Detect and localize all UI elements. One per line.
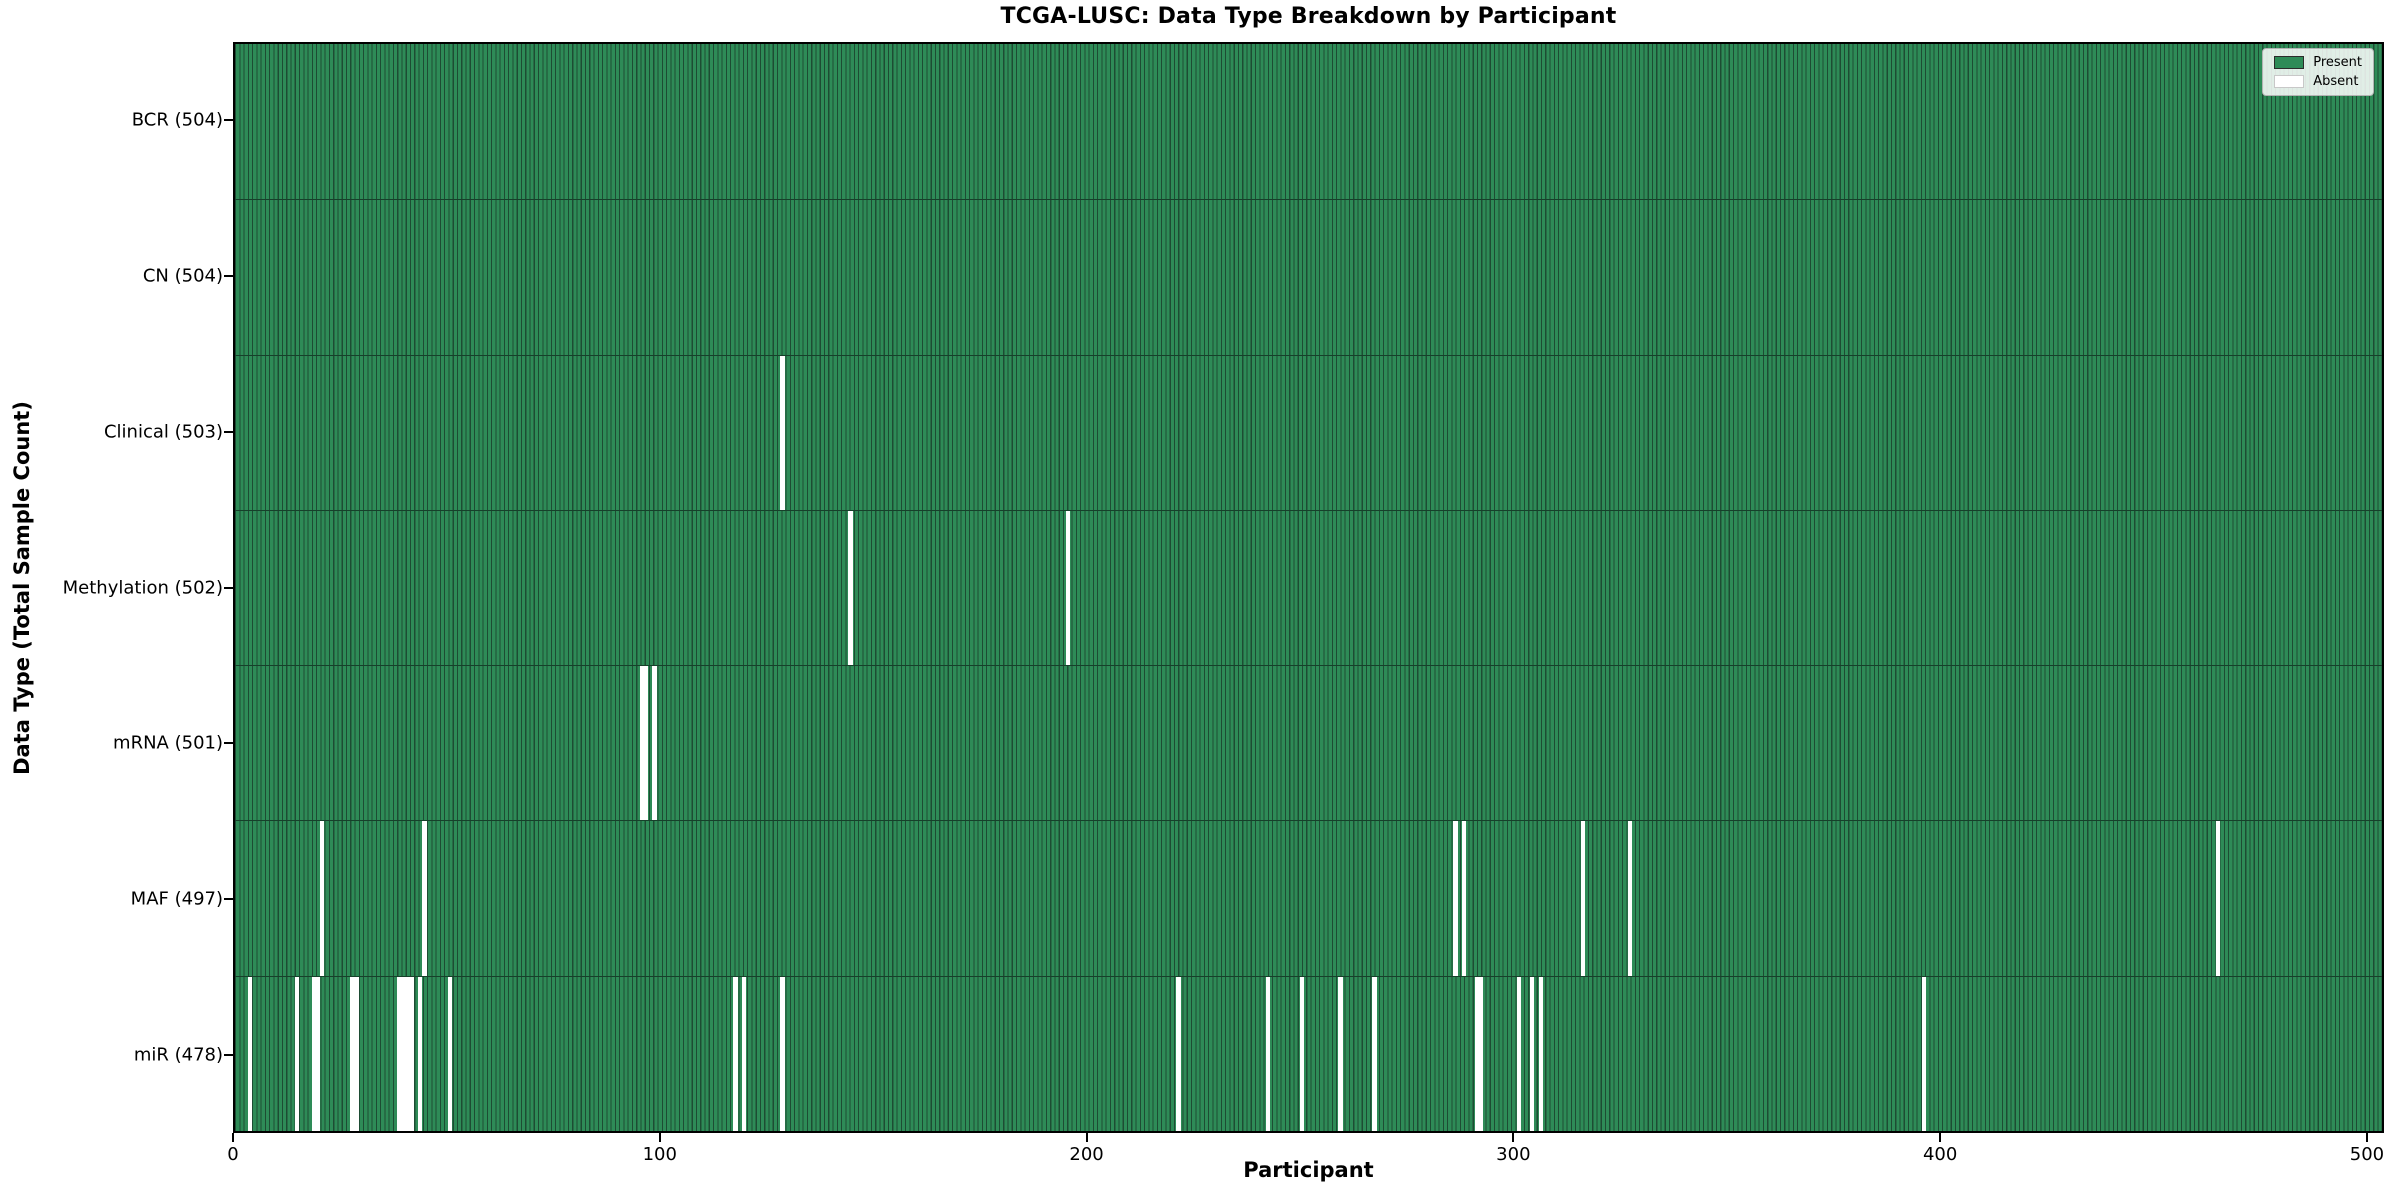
absent-gap [780,355,785,510]
y-tick-label: MAF (497) [130,888,223,910]
absent-gap [643,666,649,821]
absent-gap [733,976,738,1131]
legend-label: Absent [2313,74,2359,89]
absent-gap [1299,976,1305,1131]
heatmap-row-clinical [235,354,2382,510]
x-tick-label: 400 [1922,1144,1958,1165]
y-tick-label: mRNA (501) [113,732,223,754]
legend-item-absent: Absent [2274,75,2362,88]
y-tick-label: Methylation (502) [62,577,223,598]
x-tick-label: 0 [227,1144,239,1165]
x-axis-label: Participant [1243,1158,1374,1182]
absent-gap [1176,976,1181,1131]
absent-gap [418,976,423,1131]
absent-gap [848,510,853,666]
absent-gap [1530,976,1535,1131]
absent-gap [1478,976,1484,1131]
x-tick-mark [1085,1133,1088,1142]
x-tick-label: 100 [642,1144,677,1165]
legend-swatch-absent [2274,75,2305,88]
absent-gap [1265,976,1271,1131]
absent-gap [1372,976,1377,1131]
y-tick-mark [224,118,233,121]
absent-gap [315,976,321,1131]
y-tick-mark [224,430,233,433]
heatmap-row-maf [235,820,2382,976]
x-tick-mark [2365,1133,2368,1142]
absent-gap [639,666,644,821]
heatmap-row-cn [235,199,2382,355]
legend-label: Present [2313,55,2362,70]
absent-gap [401,976,406,1131]
y-tick-label: miR (478) [133,1044,223,1066]
absent-gap [741,976,747,1131]
x-tick-mark [1512,1133,1515,1142]
plot-area [233,42,2384,1133]
x-tick-label: 200 [1069,1144,1104,1165]
absent-gap [350,976,355,1131]
y-tick-label: CN (504) [142,265,223,287]
y-tick-mark [224,742,233,745]
absent-gap [1921,976,1927,1131]
legend-item-present: Present [2274,56,2362,69]
absent-gap [422,821,427,976]
absent-gap [247,976,253,1131]
absent-gap [1453,821,1458,976]
x-tick-label: 300 [1496,1144,1531,1165]
heatmap-row-mir [235,975,2382,1131]
absent-gap [1065,510,1070,666]
absent-gap [1474,976,1479,1131]
absent-gap [1627,821,1633,976]
x-tick-label: 500 [2349,1144,2385,1165]
absent-gap [396,976,402,1131]
absent-gap [780,976,785,1131]
y-tick-label: Clinical (503) [103,421,223,443]
absent-gap [354,976,359,1131]
heatmap-row-bcr [235,44,2382,200]
absent-gap [409,976,414,1131]
absent-gap [320,821,325,976]
heatmap-row-mrna [235,665,2382,821]
heatmap-row-methylation [235,509,2382,666]
absent-gap [652,666,657,821]
chart-title: TCGA-LUSC: Data Type Breakdown by Partic… [1000,4,1617,29]
absent-gap [1338,976,1343,1131]
y-tick-mark [224,586,233,589]
x-tick-mark [658,1133,661,1142]
legend: Present Absent [2262,48,2374,96]
absent-gap [294,976,299,1131]
y-tick-mark [224,274,233,277]
x-tick-mark [232,1133,234,1142]
y-tick-label: BCR (504) [131,109,223,131]
x-tick-mark [1939,1133,1942,1142]
absent-gap [2215,821,2221,976]
absent-gap [405,976,410,1131]
y-axis-label: Data Type (Total Sample Count) [10,401,34,775]
absent-gap [311,976,316,1131]
legend-swatch-present [2274,56,2305,69]
y-tick-mark [224,898,233,901]
absent-gap [1461,821,1467,976]
absent-gap [447,976,453,1131]
absent-gap [1538,976,1543,1131]
absent-gap [1517,976,1522,1131]
absent-gap [1581,821,1586,976]
y-tick-mark [224,1054,233,1057]
